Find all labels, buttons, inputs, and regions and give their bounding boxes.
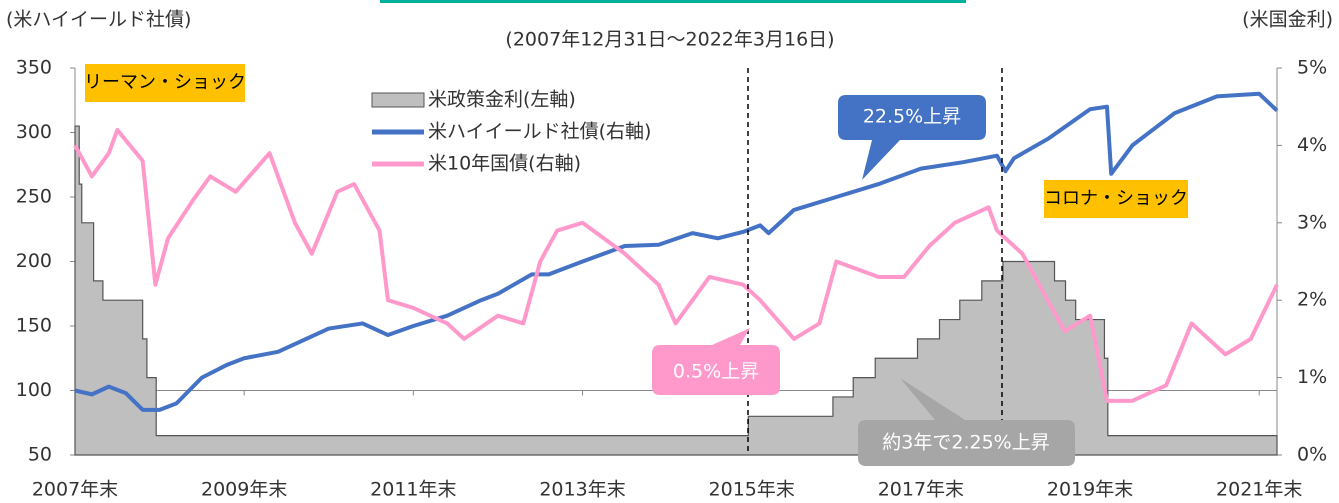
y-tick-label: 150 [16, 315, 52, 337]
y-tick-label: 350 [16, 57, 52, 79]
title-bar [380, 0, 966, 3]
y2-tick-label: 0% [1297, 444, 1327, 466]
x-tick-label: 2011年末 [370, 479, 456, 501]
callout [838, 95, 986, 180]
annotation: 22.5%上昇 [863, 106, 961, 128]
x-tick-label: 2017年末 [878, 479, 964, 501]
y-axis-label: (米ハイイールド社債) [6, 9, 191, 31]
y2-tick-label: 2% [1297, 289, 1327, 311]
policy-rate-area [74, 125, 1278, 456]
y2-tick-label: 5% [1297, 57, 1327, 79]
callout [858, 378, 1075, 466]
annotation: 0.5%上昇 [673, 361, 759, 383]
annotation: コロナ・ショック [1044, 188, 1188, 209]
x-tick-label: 2007年末 [32, 479, 118, 501]
annotation: リーマン・ショック [84, 72, 246, 93]
callout [652, 328, 780, 395]
legend-label: 米ハイイールド社債(右軸) [428, 121, 651, 143]
x-tick-label: 2015年末 [709, 479, 795, 501]
y-tick-label: 100 [16, 379, 52, 401]
y-tick-label: 300 [16, 121, 52, 143]
annotation-box [1044, 180, 1188, 218]
x-tick-label: 2013年末 [539, 479, 625, 501]
series-line [73, 127, 1279, 403]
y-tick-label: 200 [16, 250, 52, 272]
y2-tick-label: 1% [1297, 366, 1327, 388]
annotation-box [85, 64, 245, 102]
y2-tick-label: 3% [1297, 211, 1327, 233]
y2-axis-label: (米国金利) [1242, 9, 1333, 31]
legend: 米政策金利(左軸) 米ハイイールド社債(右軸) 米10年国債(右軸) [371, 89, 651, 175]
legend-label: 米10年国債(右軸) [428, 153, 581, 175]
series-line [74, 91, 1279, 412]
y-tick-label: 250 [16, 186, 52, 208]
x-tick-label: 2019年末 [1047, 479, 1133, 501]
subtitle: (2007年12月31日～2022年3月16日) [505, 29, 834, 51]
legend-label: 米政策金利(左軸) [428, 89, 576, 111]
plot-area: 50 100 150 200 250 300 350 0% 1% 2% 3% 4% 5% 2007年末 20… [16, 57, 1327, 501]
x-tick-label: 2009年末 [201, 479, 287, 501]
x-tick-label: 2021年末 [1216, 479, 1302, 501]
annotation: 約3年で2.25%上昇 [882, 432, 1049, 454]
y2-tick-label: 4% [1297, 134, 1327, 156]
y-tick-label: 50 [28, 444, 52, 466]
legend-swatch [371, 92, 425, 108]
